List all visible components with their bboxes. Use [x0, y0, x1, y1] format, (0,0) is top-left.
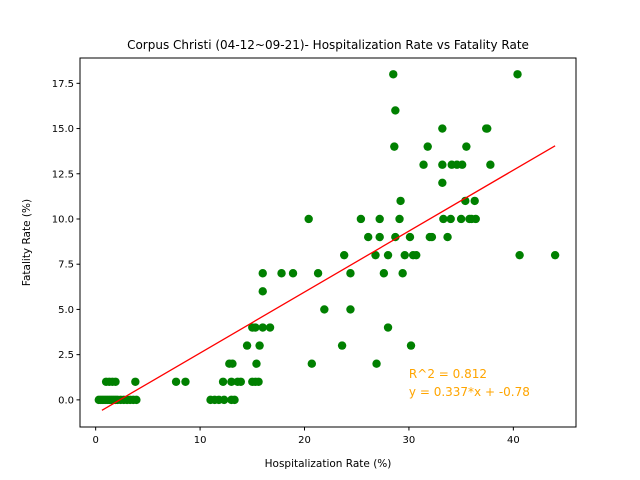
y-tick-label: 7.5 [58, 260, 74, 271]
data-point [438, 178, 447, 188]
data-point [242, 341, 252, 350]
data-point [339, 250, 349, 260]
plot-area [79, 57, 577, 428]
data-point [255, 341, 264, 350]
chart-title: Corpus Christi (04-12~09-21)- Hospitaliz… [127, 38, 529, 52]
y-axis: 0.0 2.5 5.0 7.5 10.0 12.5 15.0 17.5 [52, 79, 80, 406]
data-point [375, 214, 384, 224]
data-point [320, 305, 329, 314]
data-point [486, 160, 495, 169]
data-point [219, 395, 229, 405]
data-point [111, 377, 120, 386]
y-tick-label: 10.0 [52, 214, 74, 225]
data-point [228, 359, 237, 368]
x-tick-label: 40 [507, 435, 520, 446]
data-point [383, 250, 393, 260]
x-axis-label: Hospitalization Rate (%) [265, 458, 392, 470]
data-point [400, 250, 409, 260]
data-point [288, 269, 298, 278]
data-point [254, 377, 263, 386]
data-point [337, 341, 347, 350]
data-point [218, 377, 228, 386]
data-point [258, 323, 267, 332]
x-tick-label: 10 [194, 435, 207, 446]
data-point [457, 160, 467, 169]
y-tick-label: 0.0 [58, 395, 74, 406]
data-point [132, 395, 141, 405]
x-axis: 0 10 20 30 40 [92, 427, 520, 446]
data-point [371, 250, 380, 260]
data-point [391, 106, 400, 115]
data-point [313, 269, 323, 278]
fit-line-layer [101, 145, 556, 411]
data-point [443, 232, 452, 242]
data-point [375, 232, 384, 242]
data-point [405, 232, 415, 242]
data-point [398, 269, 407, 278]
data-point [265, 323, 275, 332]
data-point [513, 70, 522, 79]
data-point [379, 269, 389, 278]
data-point [412, 250, 421, 260]
data-point [446, 214, 455, 224]
data-point [227, 377, 236, 386]
x-tick-label: 20 [298, 435, 311, 446]
data-point [346, 305, 355, 314]
data-point [181, 377, 190, 386]
data-point [356, 214, 366, 224]
data-point [515, 250, 524, 260]
data-point [364, 232, 373, 242]
data-point [372, 359, 381, 368]
data-point [346, 269, 355, 278]
data-point [439, 214, 448, 224]
x-tick-label: 0 [92, 435, 98, 446]
data-points [94, 70, 560, 405]
data-point [230, 395, 239, 405]
data-point [304, 214, 313, 224]
data-point [423, 142, 432, 151]
data-point [471, 214, 480, 224]
data-point [395, 214, 404, 224]
data-point [258, 269, 267, 278]
r-squared-annotation: R^2 = 0.812 [409, 367, 487, 381]
data-point [550, 250, 560, 260]
data-point [427, 232, 437, 242]
x-tick-label: 30 [403, 435, 416, 446]
y-tick-label: 2.5 [58, 350, 74, 361]
data-point [462, 142, 471, 151]
data-point [483, 124, 492, 133]
regression-equation-annotation: y = 0.337*x + -0.78 [409, 385, 530, 399]
data-point [470, 196, 479, 206]
data-point [406, 341, 416, 350]
y-tick-label: 15.0 [52, 124, 74, 135]
data-point [396, 196, 405, 206]
data-point [236, 377, 246, 386]
data-point [391, 232, 400, 242]
y-tick-label: 17.5 [52, 79, 74, 90]
data-point [251, 323, 260, 332]
data-point [438, 160, 447, 169]
data-point [258, 287, 267, 296]
data-point [456, 214, 466, 224]
y-tick-label: 5.0 [58, 305, 74, 316]
data-point [171, 377, 181, 386]
data-point [252, 359, 261, 368]
data-point [389, 70, 398, 79]
data-point [383, 323, 393, 332]
y-tick-label: 12.5 [52, 169, 74, 180]
data-point [131, 377, 140, 386]
regression-line [101, 145, 556, 411]
y-axis-label: Fatality Rate (%) [21, 199, 33, 286]
data-point [390, 142, 399, 151]
data-point [307, 359, 317, 368]
data-point [438, 124, 447, 133]
data-point [277, 269, 286, 278]
data-point [419, 160, 428, 169]
